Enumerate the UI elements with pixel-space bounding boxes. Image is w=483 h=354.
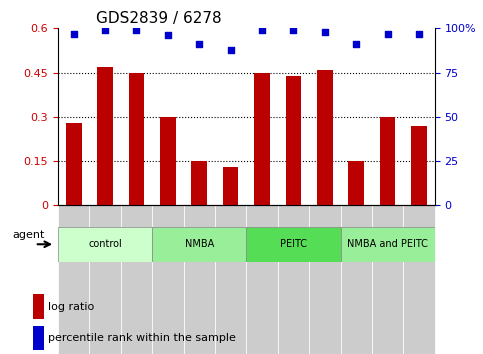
Bar	[254, 73, 270, 205]
FancyBboxPatch shape	[152, 227, 246, 262]
Bar	[411, 126, 427, 205]
Bar	[191, 161, 207, 205]
Point	[227, 47, 235, 52]
Bar	[66, 123, 82, 205]
Point	[415, 31, 423, 36]
Point	[384, 31, 392, 36]
FancyBboxPatch shape	[278, 205, 309, 354]
Point	[321, 29, 328, 35]
FancyBboxPatch shape	[58, 227, 152, 262]
Bar	[97, 67, 113, 205]
Point	[290, 27, 298, 33]
Point	[70, 31, 78, 36]
Text: NMBA and PEITC: NMBA and PEITC	[347, 239, 428, 249]
Bar	[128, 73, 144, 205]
Point	[101, 27, 109, 33]
Bar	[223, 167, 239, 205]
Text: agent: agent	[13, 230, 45, 240]
FancyBboxPatch shape	[215, 205, 246, 354]
Bar	[348, 161, 364, 205]
FancyBboxPatch shape	[121, 205, 152, 354]
FancyBboxPatch shape	[341, 205, 372, 354]
FancyBboxPatch shape	[246, 227, 341, 262]
FancyBboxPatch shape	[341, 227, 435, 262]
Bar	[285, 75, 301, 205]
Bar	[317, 70, 333, 205]
Text: percentile rank within the sample: percentile rank within the sample	[48, 333, 236, 343]
Point	[164, 33, 172, 38]
FancyBboxPatch shape	[372, 205, 403, 354]
FancyBboxPatch shape	[184, 205, 215, 354]
FancyBboxPatch shape	[58, 205, 89, 354]
Point	[258, 27, 266, 33]
Point	[353, 41, 360, 47]
Bar	[380, 117, 396, 205]
Bar	[33, 326, 44, 350]
Text: GDS2839 / 6278: GDS2839 / 6278	[96, 11, 221, 26]
FancyBboxPatch shape	[403, 205, 435, 354]
Text: NMBA: NMBA	[185, 239, 214, 249]
FancyBboxPatch shape	[246, 205, 278, 354]
Point	[195, 41, 203, 47]
FancyBboxPatch shape	[89, 205, 121, 354]
Text: log ratio: log ratio	[48, 302, 94, 312]
FancyBboxPatch shape	[152, 205, 184, 354]
Bar	[160, 117, 176, 205]
Text: PEITC: PEITC	[280, 239, 307, 249]
FancyBboxPatch shape	[309, 205, 341, 354]
Text: control: control	[88, 239, 122, 249]
Point	[133, 27, 141, 33]
Bar	[33, 294, 44, 319]
